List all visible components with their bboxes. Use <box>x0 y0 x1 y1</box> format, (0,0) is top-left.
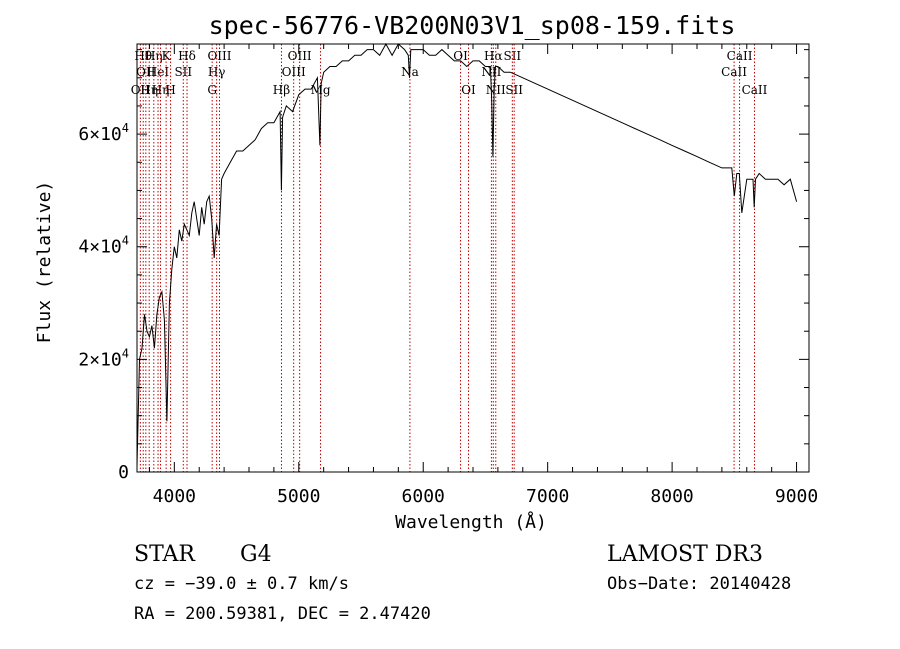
x-tick-label-3: 7000 <box>526 486 569 507</box>
line-label-22: Hα <box>484 49 503 63</box>
line-label-14: Hβ <box>273 83 290 97</box>
line-label-2: OII <box>136 65 156 79</box>
spectrum-line <box>136 42 798 467</box>
object-subclass: G4 <box>240 542 272 567</box>
y-tick-label-1: 2×104 <box>78 346 129 370</box>
line-label-6: Hη <box>152 83 170 97</box>
y-tick-label-3: 6×104 <box>78 121 129 145</box>
chart-title: spec-56776-VB200N03V1_sp08-159.fits <box>209 11 736 40</box>
line-label-27: CaII <box>727 49 753 63</box>
line-label-12: Hγ <box>208 65 226 79</box>
x-tick-label-0: 4000 <box>153 486 196 507</box>
x-tick-label-5: 9000 <box>775 486 818 507</box>
line-label-28: CaII <box>742 83 768 97</box>
line-label-21: NII <box>481 65 501 79</box>
line-label-8: H <box>165 83 175 97</box>
line-label-13: OIII <box>207 49 231 63</box>
survey-name: LAMOST DR3 <box>607 542 763 567</box>
line-label-26: CaII <box>721 65 747 79</box>
footer: STAR G4 LAMOST DR3 cz = −39.0 ± 0.7 km/s… <box>134 542 791 624</box>
object-class: STAR <box>134 542 196 567</box>
line-label-19: OI <box>453 49 468 63</box>
line-label-15: OIII <box>282 65 306 79</box>
line-label-10: Hδ <box>178 49 196 63</box>
line-label-25: SII <box>505 83 523 97</box>
y-axis-label: Flux (relative) <box>34 181 55 344</box>
line-label-11: G <box>207 83 217 97</box>
line-label-1: Hθ <box>134 49 152 63</box>
line-label-4: Hη <box>145 49 163 63</box>
plot-frame <box>136 43 810 473</box>
x-tick-label-1: 5000 <box>277 486 320 507</box>
obs-date: Obs−Date: 20140428 <box>607 574 791 594</box>
line-label-24: SII <box>503 49 521 63</box>
x-axis-label: Wavelength (Å) <box>395 511 547 533</box>
x-tick-label-2: 6000 <box>402 486 445 507</box>
line-label-5: HeI <box>147 65 170 79</box>
line-label-7: K <box>162 49 172 63</box>
plot-area: OIIHθOIIHηHηHeIHηKHSIIHδGHγOIIIHβOIIIOII… <box>78 42 818 507</box>
redshift-readout: cz = −39.0 ± 0.7 km/s <box>134 574 349 594</box>
line-label-20: OI <box>461 83 476 97</box>
x-tick-label-4: 8000 <box>650 486 693 507</box>
line-label-9: SII <box>174 65 192 79</box>
coordinates: RA = 200.59381, DEC = 2.47420 <box>134 604 431 624</box>
line-label-23: NII <box>486 83 506 97</box>
y-tick-label-2: 4×104 <box>78 234 129 258</box>
line-label-16: OIII <box>288 49 312 63</box>
y-tick-label-0: 0 <box>118 462 129 483</box>
